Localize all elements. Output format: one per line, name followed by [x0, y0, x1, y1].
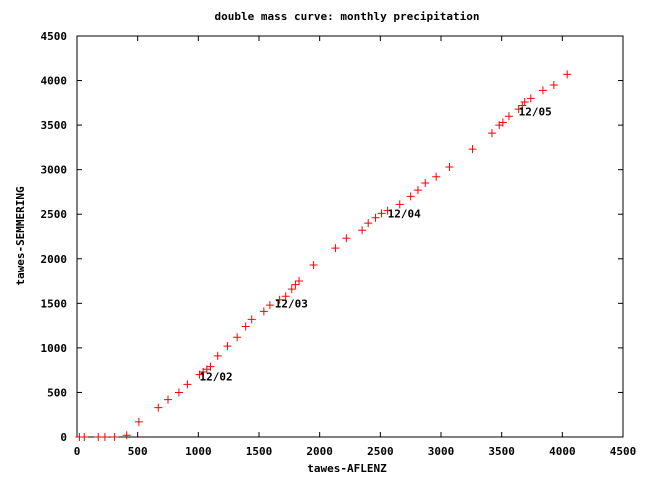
annotation-label: 12/04 [388, 207, 421, 220]
data-point [265, 301, 274, 310]
data-point [504, 112, 513, 121]
y-tick-label: 4000 [41, 75, 68, 88]
data-point [514, 105, 523, 114]
annotations: 12/02 12/03 12/04 12/05 [200, 106, 552, 384]
data-point [174, 388, 183, 397]
data-point [421, 179, 430, 188]
y-tick-label: 500 [47, 386, 67, 399]
annotation-label: 12/05 [519, 106, 552, 119]
data-point [134, 417, 143, 426]
data-point [563, 70, 572, 79]
data-point [122, 431, 131, 440]
y-axis: 0 500 1000 1500 2000 2500 3000 3500 4000 4500 [41, 30, 623, 444]
data-point [233, 333, 242, 342]
x-tick-label: 3000 [428, 445, 455, 458]
data-point [487, 129, 496, 138]
data-point [309, 261, 318, 270]
x-tick-label: 3500 [488, 445, 515, 458]
data-point [154, 403, 163, 412]
data-point [413, 186, 422, 195]
data-point [526, 94, 535, 103]
annotation-label: 12/03 [275, 297, 308, 310]
plot-frame [76, 35, 624, 438]
y-tick-label: 1000 [41, 342, 68, 355]
y-tick-label: 3000 [41, 164, 68, 177]
y-tick-label: 1500 [41, 297, 68, 310]
x-axis-title: tawes-AFLENZ [307, 462, 387, 475]
chart-title: double mass curve: monthly precipitation [215, 10, 480, 23]
x-tick-label: 0 [74, 445, 81, 458]
y-tick-label: 3500 [41, 119, 68, 132]
data-point [206, 362, 215, 371]
y-tick-label: 2000 [41, 253, 68, 266]
data-point [80, 433, 89, 441]
y-tick-label: 4500 [41, 30, 68, 43]
data-point [223, 342, 232, 351]
data-point [445, 162, 454, 171]
y-axis-title: tawes-SEMMERING [14, 186, 27, 286]
x-tick-label: 500 [128, 445, 148, 458]
data-point [259, 307, 268, 316]
data-point [247, 315, 256, 324]
data-point [342, 234, 351, 243]
x-tick-label: 4500 [610, 445, 637, 458]
data-point [213, 351, 222, 360]
data-point [549, 81, 558, 90]
x-tick-label: 2500 [367, 445, 394, 458]
data-point [110, 433, 119, 441]
data-point [432, 172, 441, 181]
data-point [371, 213, 380, 222]
data-point [538, 86, 547, 95]
y-tick-label: 0 [60, 431, 67, 444]
data-point [94, 433, 103, 441]
data-point [281, 292, 290, 301]
y-tick-label: 2500 [41, 208, 68, 221]
data-point [358, 226, 367, 235]
data-point [241, 322, 250, 331]
x-tick-label: 2000 [306, 445, 333, 458]
data-point [377, 209, 386, 218]
data-point [287, 285, 296, 294]
data-point [498, 118, 507, 127]
data-point [395, 200, 404, 209]
data-point [383, 206, 392, 215]
x-tick-label: 1000 [185, 445, 212, 458]
data-points [75, 70, 572, 441]
data-point [291, 280, 300, 289]
data-point [183, 380, 192, 389]
x-tick-label: 4000 [549, 445, 576, 458]
data-point [406, 192, 415, 201]
data-point [331, 244, 340, 253]
data-point [468, 145, 477, 154]
x-axis: 0 500 1000 1500 2000 2500 3000 3500 4000 4500 [74, 36, 637, 458]
data-point [100, 433, 109, 441]
data-point [164, 395, 172, 404]
annotation-label: 12/02 [200, 370, 233, 383]
data-point [275, 295, 284, 304]
x-tick-label: 1500 [246, 445, 273, 458]
data-point [364, 219, 373, 228]
data-point [520, 97, 529, 106]
data-point [295, 277, 304, 286]
